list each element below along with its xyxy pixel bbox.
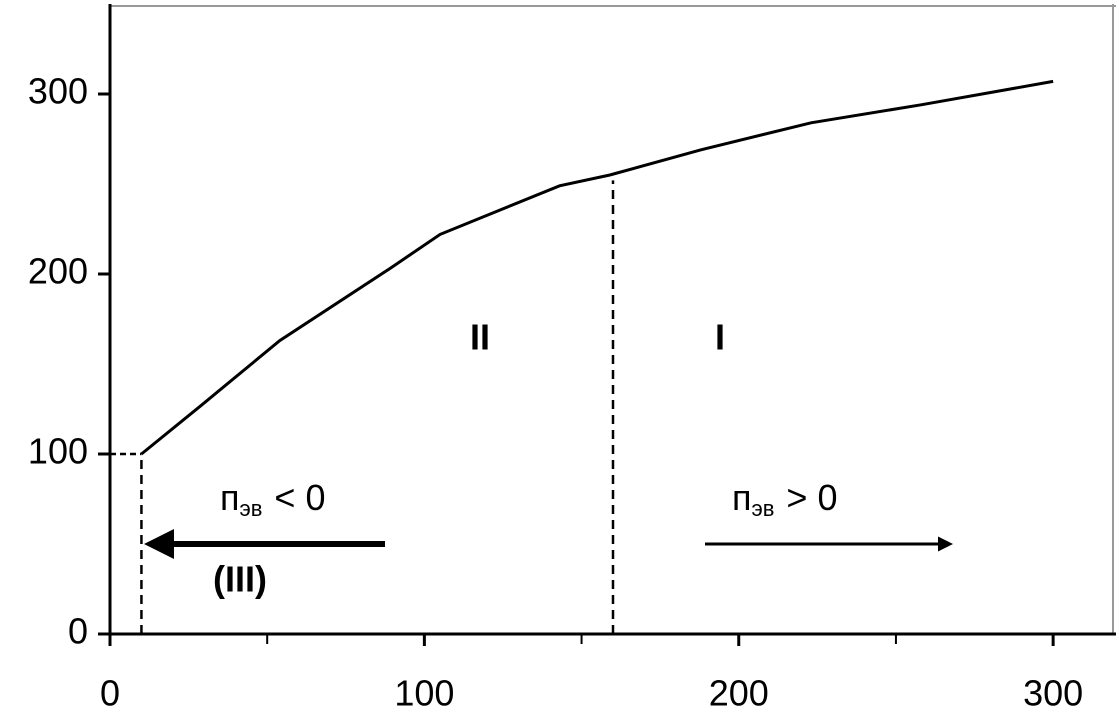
y-tick-label: 0 [68, 611, 88, 652]
x-tick-label: 0 [100, 673, 120, 714]
annotation-relation: > 0 [786, 477, 837, 518]
y-tick-label: 200 [28, 251, 88, 292]
annotation-subscript: эв [752, 496, 775, 521]
annotation: пэв > 0 [732, 477, 837, 521]
annotation-symbol: п [220, 477, 240, 518]
region-label: (III) [213, 559, 267, 600]
annotation-subscript: эв [240, 496, 263, 521]
y-tick-label: 300 [28, 71, 88, 112]
y-tick-label: 100 [28, 431, 88, 472]
annotation: пэв < 0 [220, 477, 325, 521]
region-label: II [470, 317, 490, 358]
x-tick-label: 100 [394, 673, 454, 714]
x-tick-label: 200 [709, 673, 769, 714]
annotation-relation: < 0 [274, 477, 325, 518]
x-tick-label: 300 [1023, 673, 1083, 714]
region-label: I [715, 317, 725, 358]
data-line [140, 79, 1054, 456]
annotation-symbol: п [732, 477, 752, 518]
